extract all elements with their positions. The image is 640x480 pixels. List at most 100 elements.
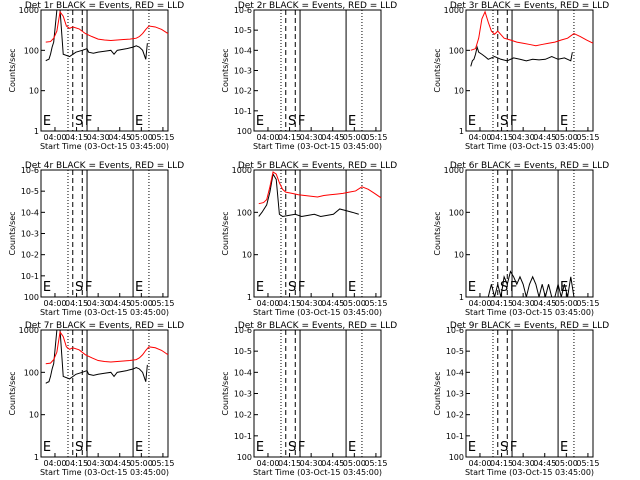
panel-title: Det 6r BLACK = Events, RED = LLD — [450, 161, 609, 171]
x-tick-label: 04:45 — [321, 459, 344, 468]
x-axis-label: Start Time (03-Oct-15 03:45:00) — [253, 308, 382, 317]
plot-frame — [253, 169, 382, 298]
y-tick-label: 1000 — [444, 166, 464, 175]
marker-label-f: F — [85, 440, 92, 455]
x-tick-label: 04:30 — [512, 133, 535, 142]
x-tick-label: 05:00 — [343, 299, 366, 308]
y-tick-label: 1 — [459, 293, 464, 302]
y-tick-label: 10-4 — [21, 208, 39, 217]
y-tick-label: 10-1 — [446, 432, 464, 441]
y-tick-label: 1 — [34, 127, 39, 136]
panel-title: Det 8r BLACK = Events, RED = LLD — [238, 321, 397, 331]
y-tick-label: 10-4 — [446, 368, 464, 377]
marker-label-f: F — [85, 280, 92, 295]
series-line-events — [258, 172, 359, 217]
x-axis-label: Start Time (03-Oct-15 03:45:00) — [465, 142, 594, 151]
marker-label-f: F — [510, 280, 517, 295]
y-tick-label: 10-6 — [234, 6, 252, 15]
marker-label-e: E — [256, 114, 264, 129]
y-tick-label: 10 — [454, 251, 464, 260]
panel-det-4r: Det 4r BLACK = Events, RED = LLD 100 10-1 1… — [8, 161, 184, 317]
x-axis-label: Start Time (03-Oct-15 03:45:00) — [465, 468, 594, 477]
x-tick-label: 04:00 — [43, 133, 66, 142]
y-tick-label: 100 — [24, 46, 39, 55]
y-tick-label: 10-1 — [234, 432, 252, 441]
y-tick-label: 100 — [449, 46, 464, 55]
marker-label-s: S — [500, 280, 508, 295]
x-tick-label: 04:30 — [512, 459, 535, 468]
y-tick-label: 100 — [449, 208, 464, 217]
x-tick-label: 04:45 — [321, 299, 344, 308]
panel-det-6r: Det 6r BLACK = Events, RED = LLD 1 10 100 10… — [433, 161, 609, 317]
marker-label-e: E — [468, 114, 476, 129]
x-tick-label: 04:30 — [87, 133, 110, 142]
plot-frame — [465, 9, 594, 132]
marker-label-f: F — [298, 114, 305, 129]
x-tick-label: 05:15 — [364, 459, 387, 468]
marker-label-s: S — [288, 114, 296, 129]
x-tick-label: 05:15 — [576, 133, 599, 142]
x-tick-label: 05:15 — [576, 459, 599, 468]
y-tick-label: 10-1 — [21, 272, 39, 281]
x-tick-label: 04:00 — [468, 299, 491, 308]
marker-label-s: S — [75, 440, 83, 455]
series-line-events — [470, 45, 573, 67]
x-tick-label: 04:00 — [256, 299, 279, 308]
panel-det-9r: Det 9r BLACK = Events, RED = LLD 100 10-1 1… — [433, 321, 609, 477]
plot-frame — [40, 9, 169, 132]
marker-label-s: S — [75, 280, 83, 295]
marker-label-e: E — [256, 280, 264, 295]
marker-label-s: S — [288, 440, 296, 455]
x-tick-label: 05:15 — [364, 299, 387, 308]
x-tick-label: 04:30 — [512, 299, 535, 308]
marker-label-e: E — [43, 114, 51, 129]
x-axis-label: Start Time (03-Oct-15 03:45:00) — [40, 142, 169, 151]
series-line-events — [45, 9, 148, 62]
x-tick-label: 04:30 — [300, 133, 323, 142]
x-tick-label: 05:00 — [555, 299, 578, 308]
x-tick-label: 04:15 — [65, 133, 88, 142]
panel-det-1r: Det 1r BLACK = Events, RED = LLD 1 10 100 10… — [8, 1, 184, 151]
x-tick-label: 05:00 — [555, 459, 578, 468]
x-tick-label: 04:15 — [490, 133, 513, 142]
y-tick-label: 10-2 — [21, 251, 39, 260]
panel-det-8r: Det 8r BLACK = Events, RED = LLD 100 10-1 1… — [221, 321, 397, 477]
series-line-events — [487, 270, 575, 298]
panel-det-7r: Det 7r BLACK = Events, RED = LLD 1 10 100 10… — [8, 321, 184, 477]
y-axis-label: Counts/sec — [8, 48, 17, 92]
y-tick-label: 10-5 — [446, 347, 464, 356]
x-tick-label: 04:45 — [321, 133, 344, 142]
marker-label-e: E — [135, 114, 143, 129]
panel-det-2r: Det 2r BLACK = Events, RED = LLD 100 10-1 1… — [221, 1, 397, 151]
y-tick-label: 1 — [459, 127, 464, 136]
panel-title: Det 4r BLACK = Events, RED = LLD — [25, 161, 184, 171]
x-tick-label: 04:45 — [108, 133, 131, 142]
marker-label-e: E — [468, 280, 476, 295]
marker-label-s: S — [288, 280, 296, 295]
marker-label-f: F — [510, 114, 517, 129]
x-tick-label: 04:45 — [533, 133, 556, 142]
x-tick-label: 04:15 — [65, 459, 88, 468]
x-tick-label: 04:00 — [468, 459, 491, 468]
x-tick-label: 05:00 — [130, 133, 153, 142]
y-tick-label: 1 — [34, 453, 39, 462]
y-tick-label: 10-6 — [446, 326, 464, 335]
marker-label-e: E — [560, 440, 568, 455]
x-tick-label: 05:15 — [576, 299, 599, 308]
x-axis-label: Start Time (03-Oct-15 03:45:00) — [253, 142, 382, 151]
y-tick-label: 1000 — [19, 326, 39, 335]
x-tick-label: 04:30 — [87, 459, 110, 468]
marker-label-e: E — [348, 440, 356, 455]
panel-title: Det 1r BLACK = Events, RED = LLD — [25, 1, 184, 11]
y-tick-label: 10 — [29, 87, 39, 96]
y-tick-label: 10-6 — [21, 166, 39, 175]
marker-label-e: E — [348, 280, 356, 295]
y-tick-label: 100 — [24, 368, 39, 377]
x-tick-label: 04:30 — [87, 299, 110, 308]
y-tick-label: 1000 — [444, 6, 464, 15]
y-tick-label: 100 — [237, 208, 252, 217]
y-tick-label: 10-2 — [446, 411, 464, 420]
y-tick-label: 10-6 — [234, 326, 252, 335]
y-axis-label: Counts/sec — [8, 211, 17, 255]
